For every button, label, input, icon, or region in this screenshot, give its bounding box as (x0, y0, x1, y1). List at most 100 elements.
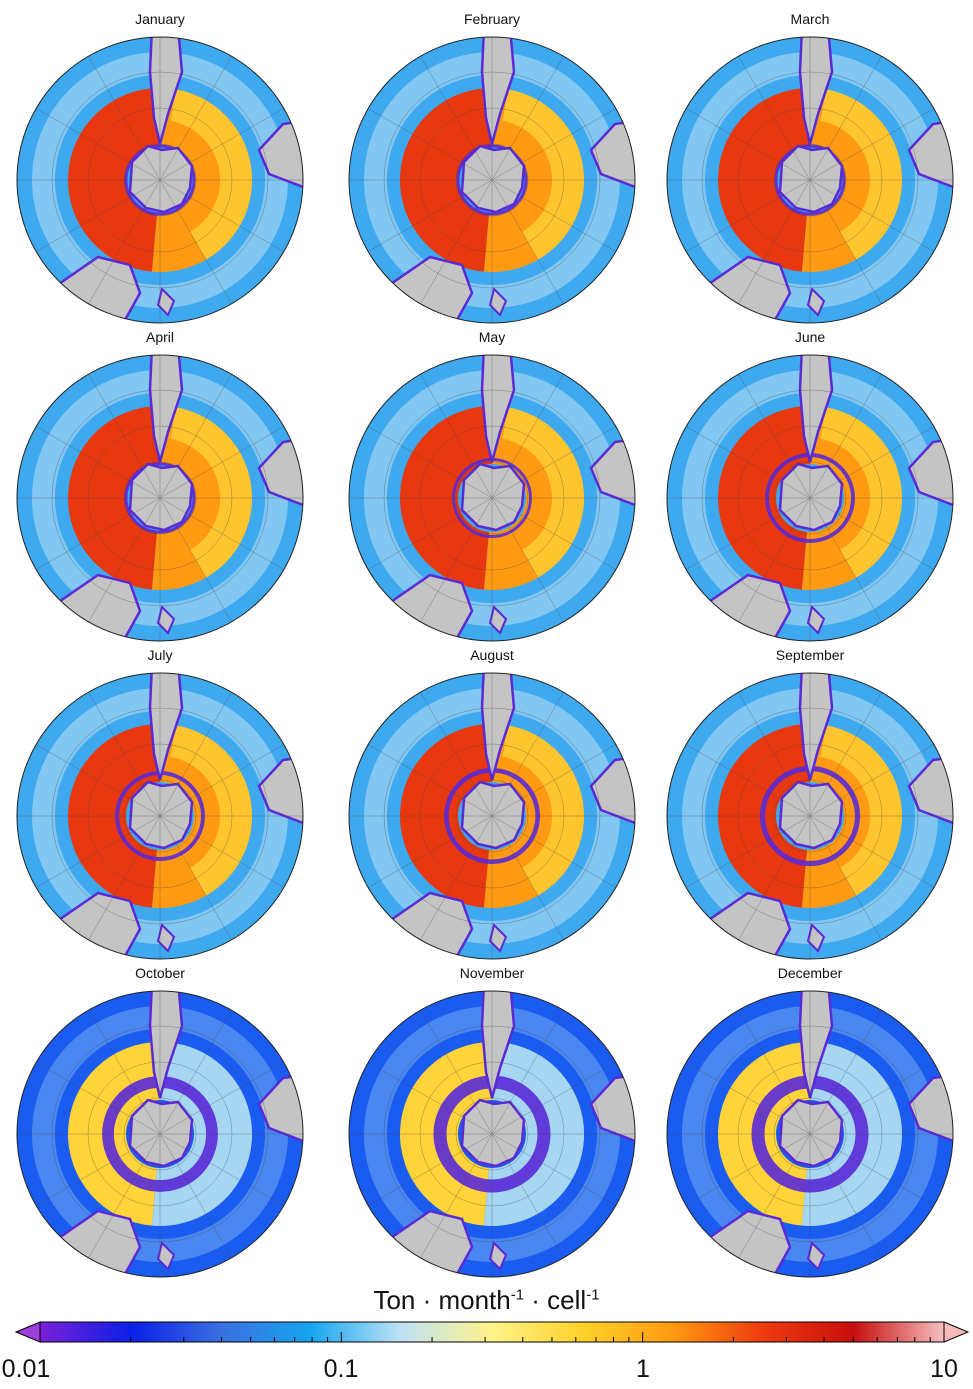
map-panel-december: December (650, 964, 970, 1282)
south-america-landmass (480, 37, 516, 145)
antarctica-landmass (778, 462, 844, 532)
south-america-landmass (148, 991, 184, 1099)
antarctica-landmass (460, 1098, 526, 1168)
outer-mid-sector (502, 89, 584, 260)
new-zealand-landmass (156, 605, 176, 635)
map-frame (348, 672, 636, 960)
map-panel-february: February (332, 10, 652, 328)
graticule (17, 991, 303, 1277)
colorbar-title-unit: · cell (524, 1285, 587, 1315)
south-america-landmass (480, 991, 516, 1099)
colorbar-tick-label: 1 (636, 1355, 650, 1383)
new-zealand-landmass (488, 1241, 508, 1271)
outer-mid-sector (170, 1043, 252, 1214)
new-zealand-landmass (806, 287, 826, 317)
graticule (17, 355, 303, 641)
panel-title: March (790, 11, 830, 27)
polar-map (348, 990, 636, 1278)
polar-map (666, 672, 954, 960)
graticule (17, 673, 303, 959)
outer-mid-sector (170, 89, 252, 260)
panel-title: August (470, 647, 514, 663)
new-zealand-landmass (488, 287, 508, 317)
graticule (349, 355, 635, 641)
new-zealand-landmass (156, 287, 176, 317)
colorbar-min-arrow-icon (14, 1321, 41, 1343)
colorbar-tick-label: 0.01 (1, 1355, 51, 1383)
south-america-landmass (480, 673, 516, 781)
outer-mid-sector (502, 407, 584, 578)
map-frame (16, 672, 304, 960)
new-zealand-landmass (806, 1241, 826, 1271)
colorbar-title-exponent: -1 (586, 1286, 600, 1304)
new-zealand-landmass (488, 923, 508, 953)
panel-title: September (775, 647, 845, 663)
polar-map (666, 990, 954, 1278)
colorbar-title-unit: Ton · month (373, 1285, 511, 1315)
outer-mid-sector (820, 1043, 902, 1214)
antarctica-landmass (128, 1098, 194, 1168)
graticule (349, 37, 635, 323)
polar-map (16, 672, 304, 960)
panel-title: November (459, 965, 525, 981)
new-zealand-landmass (806, 923, 826, 953)
map-frame (666, 36, 954, 324)
graticule (17, 37, 303, 323)
graticule (667, 37, 953, 323)
map-frame (16, 36, 304, 324)
map-frame (348, 36, 636, 324)
map-panel-july: July (0, 646, 320, 964)
colorbar-gradient (39, 1321, 945, 1343)
colorbar-title: Ton · month-1 · cell-1 (0, 1285, 973, 1316)
colorbar-max-arrow-icon (943, 1321, 970, 1343)
polar-map (16, 990, 304, 1278)
south-america-landmass (798, 37, 834, 145)
map-panel-april: April (0, 328, 320, 646)
south-america-landmass (798, 355, 834, 463)
polar-map (666, 36, 954, 324)
antarctica-landmass (778, 144, 844, 214)
map-frame (348, 990, 636, 1278)
map-panel-june: June (650, 328, 970, 646)
south-america-landmass (798, 673, 834, 781)
map-frame (348, 354, 636, 642)
polar-map (16, 36, 304, 324)
map-panel-may: May (332, 328, 652, 646)
outer-mid-sector (502, 725, 584, 896)
panel-title: October (135, 965, 185, 981)
outer-mid-sector (820, 725, 902, 896)
map-frame (16, 354, 304, 642)
panel-title: July (147, 647, 173, 663)
outer-mid-sector (170, 407, 252, 578)
map-frame (666, 354, 954, 642)
new-zealand-landmass (156, 923, 176, 953)
map-panel-january: January (0, 10, 320, 328)
panel-title: April (145, 329, 174, 345)
graticule (349, 673, 635, 959)
map-panel-october: October (0, 964, 320, 1282)
graticule (349, 991, 635, 1277)
outer-mid-sector (170, 725, 252, 896)
antarctica-landmass (460, 462, 526, 532)
south-america-landmass (798, 991, 834, 1099)
graticule (667, 991, 953, 1277)
panel-title: May (478, 329, 506, 345)
panel-title: June (794, 329, 826, 345)
polar-map (666, 354, 954, 642)
south-america-landmass (148, 673, 184, 781)
antarctica-landmass (128, 780, 194, 850)
colorbar-tick-label: 0.1 (323, 1355, 359, 1383)
colorbar (14, 1321, 970, 1343)
map-frame (666, 672, 954, 960)
polar-map (16, 354, 304, 642)
graticule (667, 673, 953, 959)
map-panel-november: November (332, 964, 652, 1282)
antarctica-landmass (778, 780, 844, 850)
south-america-landmass (148, 37, 184, 145)
new-zealand-landmass (488, 605, 508, 635)
panel-title: December (777, 965, 843, 981)
map-panel-march: March (650, 10, 970, 328)
panel-title: February (463, 11, 521, 27)
south-america-landmass (480, 355, 516, 463)
colorbar-title-exponent: -1 (510, 1286, 525, 1304)
